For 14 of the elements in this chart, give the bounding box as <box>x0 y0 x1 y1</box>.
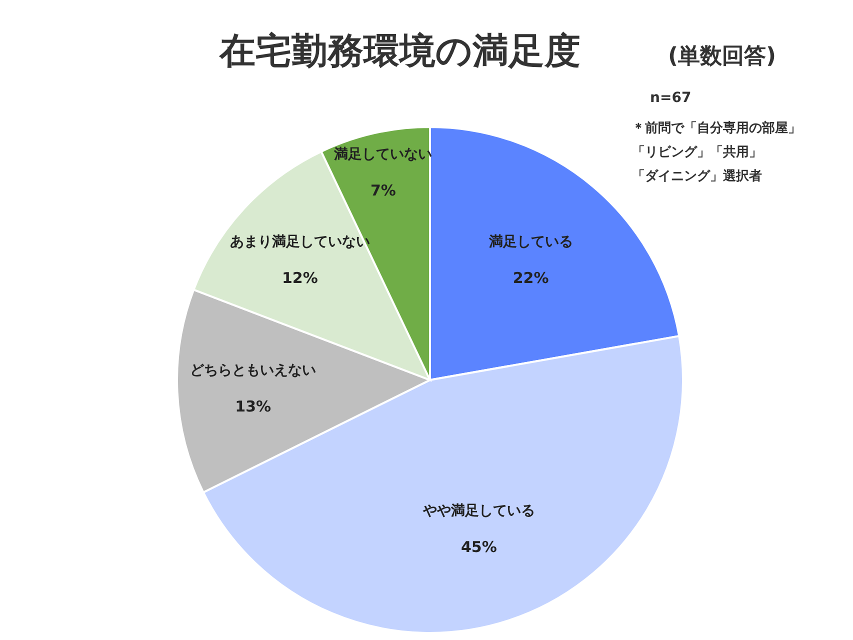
data-label: 45% <box>460 538 497 556</box>
text: 「リビング」「共用」 <box>632 145 762 160</box>
slice-label: やや満足している <box>422 503 535 520</box>
chart-title: 在宅勤務環境の満足度 <box>218 31 580 72</box>
text: n=67 <box>650 90 692 106</box>
text: ＊前問で「自分専用の部屋」 <box>632 120 801 136</box>
data-label: 7% <box>370 182 396 200</box>
slice-label: どちらともいえない <box>190 362 316 378</box>
data-label: 22% <box>512 268 549 287</box>
data-label: 12% <box>282 268 318 287</box>
data-label: 13% <box>235 397 272 416</box>
slice-label: 満足している <box>488 234 573 250</box>
text: 「ダイニング」選択者 <box>632 169 762 184</box>
chart-subtitle: (単数回答) <box>668 44 776 69</box>
